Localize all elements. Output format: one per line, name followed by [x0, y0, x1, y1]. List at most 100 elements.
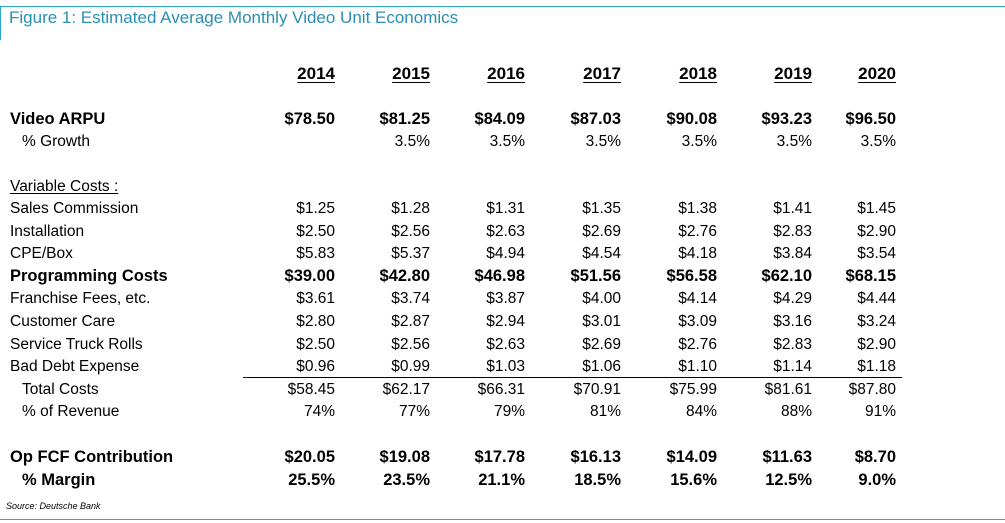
cell-margin: 23.5% [383, 471, 430, 489]
row-label-programming-costs: Programming Costs [10, 267, 168, 285]
cell-programming-costs: $39.00 [284, 267, 335, 285]
row-label-video-arpu: Video ARPU [10, 110, 106, 128]
cell-video-arpu: $96.50 [845, 110, 896, 128]
cell-op-fcf-contribution: $11.63 [762, 448, 812, 466]
cell-customer-care: $3.01 [582, 313, 621, 330]
cell-cpe-box: $3.84 [773, 245, 812, 262]
cell-bad-debt-expense: $1.03 [486, 358, 525, 375]
cell-total-costs: $66.31 [477, 381, 525, 398]
cell-cpe-box: $4.94 [486, 245, 525, 262]
cell-video-arpu: $90.08 [666, 110, 717, 128]
cell-bad-debt-expense: $1.10 [678, 358, 717, 375]
cell-cpe-box: $5.83 [296, 245, 335, 262]
cell-service-truck-rolls: $2.56 [391, 336, 430, 353]
cell-programming-costs: $46.98 [474, 267, 525, 285]
cell-customer-care: $3.24 [857, 313, 896, 330]
cell-video-arpu: $81.25 [379, 110, 430, 128]
cell-service-truck-rolls: $2.90 [857, 336, 896, 353]
cell-sales-commission: $1.25 [296, 200, 335, 217]
cell-total-costs: $70.91 [573, 381, 621, 398]
cell-total-costs: $81.61 [764, 381, 812, 398]
cell-margin: 9.0% [858, 471, 896, 489]
cell-total-costs: $87.80 [848, 381, 896, 398]
cell-customer-care: $2.80 [296, 313, 335, 330]
cell-bad-debt-expense: $1.18 [857, 358, 896, 375]
cell-installation: $2.76 [678, 223, 717, 240]
cell-growth: 3.5% [776, 133, 812, 150]
cell-growth: 3.5% [681, 133, 717, 150]
cell-franchise-fees: $3.61 [296, 290, 335, 307]
cell-total-costs: $58.45 [287, 381, 335, 398]
cell-growth: 3.5% [489, 133, 525, 150]
cell-customer-care: $2.87 [391, 313, 430, 330]
year-header: 2019 [774, 64, 812, 83]
cell-installation: $2.56 [391, 223, 430, 240]
cell-pct-revenue: 77% [398, 403, 430, 420]
cell-total-costs: $75.99 [669, 381, 717, 398]
cell-franchise-fees: $4.00 [582, 290, 621, 307]
figure-title: Figure 1: Estimated Average Monthly Vide… [9, 8, 459, 27]
cell-programming-costs: $51.56 [570, 267, 621, 285]
cell-margin: 15.6% [670, 471, 717, 489]
cell-pct-revenue: 81% [589, 403, 621, 420]
cell-bad-debt-expense: $1.14 [773, 358, 812, 375]
cell-sales-commission: $1.41 [773, 200, 812, 217]
cell-franchise-fees: $3.87 [486, 290, 525, 307]
cell-pct-revenue: 91% [864, 403, 896, 420]
cell-growth: 3.5% [394, 133, 430, 150]
total-divider-line [243, 377, 902, 378]
cell-sales-commission: $1.35 [582, 200, 621, 217]
cell-pct-revenue: 74% [303, 403, 335, 420]
cell-margin: 25.5% [288, 471, 335, 489]
cell-franchise-fees: $3.74 [391, 290, 430, 307]
source-note: Source: Deutsche Bank [6, 501, 101, 511]
cell-cpe-box: $3.54 [857, 245, 896, 262]
cell-service-truck-rolls: $2.83 [773, 336, 812, 353]
cell-pct-revenue: 88% [780, 403, 812, 420]
year-header: 2020 [858, 64, 896, 83]
cell-op-fcf-contribution: $16.13 [570, 448, 621, 466]
year-header: 2015 [392, 64, 430, 83]
row-label-total-costs: Total Costs [22, 381, 99, 398]
cell-franchise-fees: $4.44 [857, 290, 896, 307]
year-header: 2018 [679, 64, 717, 83]
cell-sales-commission: $1.31 [486, 200, 525, 217]
cell-margin: 21.1% [478, 471, 525, 489]
cell-cpe-box: $4.18 [678, 245, 717, 262]
cell-op-fcf-contribution: $8.70 [854, 448, 896, 466]
cell-installation: $2.50 [296, 223, 335, 240]
row-label-bad-debt-expense: Bad Debt Expense [10, 358, 140, 375]
row-label-service-truck-rolls: Service Truck Rolls [10, 336, 143, 353]
cell-video-arpu: $87.03 [570, 110, 621, 128]
cell-service-truck-rolls: $2.63 [486, 336, 525, 353]
cell-franchise-fees: $4.14 [678, 290, 717, 307]
cell-sales-commission: $1.38 [678, 200, 717, 217]
row-label-customer-care: Customer Care [10, 313, 116, 330]
cell-growth: 3.5% [860, 133, 896, 150]
cell-service-truck-rolls: $2.69 [582, 336, 621, 353]
cell-programming-costs: $62.10 [761, 267, 812, 285]
cell-growth: 3.5% [585, 133, 621, 150]
cell-programming-costs: $68.15 [845, 267, 896, 285]
cell-franchise-fees: $4.29 [773, 290, 812, 307]
cell-customer-care: $3.16 [773, 313, 812, 330]
cell-sales-commission: $1.45 [857, 200, 896, 217]
year-header: 2016 [487, 64, 525, 83]
row-label-op-fcf-contribution: Op FCF Contribution [10, 448, 174, 466]
cell-installation: $2.90 [857, 223, 896, 240]
cell-bad-debt-expense: $0.99 [391, 358, 430, 375]
cell-op-fcf-contribution: $14.09 [666, 448, 717, 466]
left-border [0, 6, 1, 40]
cell-service-truck-rolls: $2.50 [296, 336, 335, 353]
cell-programming-costs: $42.80 [379, 267, 430, 285]
row-label-franchise-fees: Franchise Fees, etc. [10, 290, 151, 307]
bottom-border [0, 519, 1005, 520]
cell-cpe-box: $4.54 [582, 245, 621, 262]
cell-bad-debt-expense: $1.06 [582, 358, 621, 375]
cell-service-truck-rolls: $2.76 [678, 336, 717, 353]
year-header: 2017 [583, 64, 621, 83]
cell-pct-revenue: 79% [493, 403, 525, 420]
section-header-variable-costs: Variable Costs : [10, 178, 119, 195]
row-label-growth: % Growth [22, 133, 91, 150]
cell-video-arpu: $78.50 [284, 110, 335, 128]
